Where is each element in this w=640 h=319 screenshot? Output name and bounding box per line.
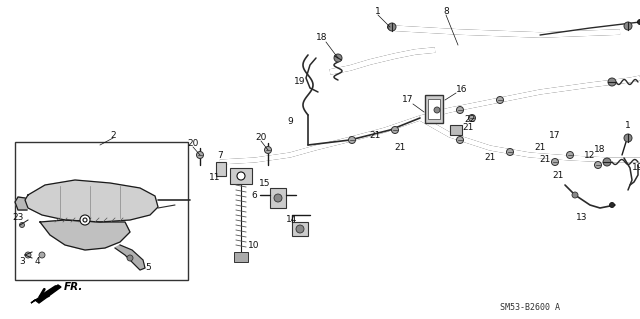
- Bar: [425, 95, 443, 123]
- Text: 20: 20: [255, 132, 267, 142]
- Text: 19: 19: [632, 164, 640, 173]
- Circle shape: [25, 252, 31, 258]
- Polygon shape: [15, 197, 27, 210]
- Text: 2: 2: [110, 130, 116, 139]
- Text: 10: 10: [248, 241, 260, 249]
- Text: 6: 6: [251, 190, 257, 199]
- Text: 18: 18: [316, 33, 328, 42]
- Polygon shape: [31, 285, 61, 303]
- Text: 1: 1: [375, 8, 381, 17]
- Circle shape: [296, 225, 304, 233]
- Text: 14: 14: [286, 216, 298, 225]
- Circle shape: [609, 203, 614, 207]
- Text: 17: 17: [403, 95, 413, 105]
- Text: 21: 21: [369, 130, 381, 139]
- Text: 20: 20: [188, 138, 198, 147]
- Bar: [292, 222, 308, 236]
- Circle shape: [624, 22, 632, 30]
- Polygon shape: [40, 220, 130, 250]
- Text: 12: 12: [584, 151, 596, 160]
- Bar: [15, 142, 188, 280]
- Bar: [450, 125, 462, 135]
- Polygon shape: [25, 180, 158, 222]
- Circle shape: [19, 222, 24, 227]
- Text: 21: 21: [552, 170, 564, 180]
- Circle shape: [566, 152, 573, 159]
- Bar: [270, 188, 286, 208]
- Text: 3: 3: [19, 256, 25, 265]
- Text: 21: 21: [534, 144, 546, 152]
- Text: 16: 16: [456, 85, 468, 94]
- Text: 18: 18: [595, 145, 605, 154]
- Circle shape: [349, 137, 355, 144]
- Circle shape: [603, 158, 611, 166]
- Text: 13: 13: [576, 213, 588, 222]
- Circle shape: [388, 23, 396, 31]
- Circle shape: [497, 97, 504, 103]
- Circle shape: [274, 194, 282, 202]
- Bar: [216, 162, 226, 176]
- Circle shape: [608, 78, 616, 86]
- Text: 4: 4: [34, 257, 40, 266]
- Circle shape: [334, 54, 342, 62]
- Circle shape: [456, 107, 463, 114]
- Circle shape: [392, 127, 399, 133]
- Text: 8: 8: [443, 8, 449, 17]
- Text: 1: 1: [625, 121, 631, 130]
- Text: 21: 21: [484, 153, 496, 162]
- Circle shape: [506, 149, 513, 155]
- Circle shape: [637, 19, 640, 25]
- Text: 17: 17: [549, 130, 561, 139]
- Circle shape: [80, 215, 90, 225]
- Text: 15: 15: [259, 179, 271, 188]
- Circle shape: [552, 159, 559, 166]
- Circle shape: [595, 161, 602, 168]
- Circle shape: [264, 146, 271, 153]
- Text: 23: 23: [12, 213, 24, 222]
- Text: 19: 19: [294, 78, 306, 86]
- Circle shape: [83, 218, 87, 222]
- Bar: [230, 168, 252, 184]
- Text: 21: 21: [462, 123, 474, 132]
- Text: 22: 22: [465, 115, 476, 124]
- Text: 9: 9: [287, 117, 293, 127]
- Text: 7: 7: [217, 151, 223, 160]
- Circle shape: [237, 172, 245, 180]
- Text: 21: 21: [540, 155, 550, 165]
- Circle shape: [387, 25, 392, 29]
- Text: 11: 11: [209, 174, 221, 182]
- Circle shape: [468, 115, 476, 122]
- Circle shape: [196, 152, 204, 159]
- Circle shape: [624, 134, 632, 142]
- Text: SM53-B2600 A: SM53-B2600 A: [500, 303, 560, 313]
- Text: 5: 5: [145, 263, 151, 272]
- Circle shape: [434, 107, 440, 113]
- Polygon shape: [115, 245, 145, 270]
- Bar: [234, 252, 248, 262]
- Circle shape: [39, 252, 45, 258]
- Circle shape: [572, 192, 578, 198]
- Text: 21: 21: [394, 144, 406, 152]
- Bar: [428, 99, 440, 119]
- Circle shape: [127, 255, 133, 261]
- Circle shape: [456, 137, 463, 144]
- Text: FR.: FR.: [64, 282, 83, 292]
